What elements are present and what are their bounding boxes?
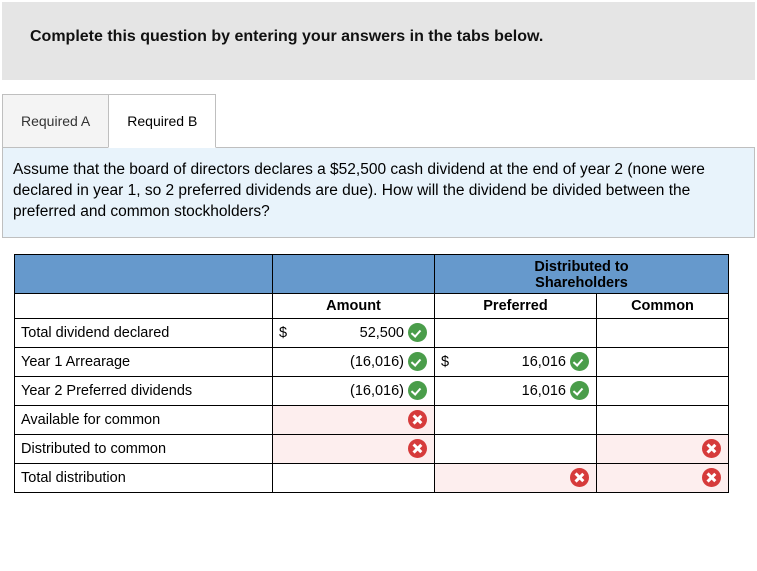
- cell-mark: [570, 468, 590, 488]
- check-icon: [408, 381, 427, 400]
- row-label: Distributed to common: [15, 434, 273, 463]
- row-label: Total dividend declared: [15, 318, 273, 347]
- cell-mark: [408, 381, 428, 401]
- question-prompt: Assume that the board of directors decla…: [2, 147, 755, 238]
- header-distributed: Distributed to Shareholders: [435, 254, 729, 293]
- tab-required-a[interactable]: Required A: [2, 94, 109, 148]
- header-blank-amount: [273, 254, 435, 293]
- cell-common-4[interactable]: [597, 434, 729, 463]
- cell-common-5[interactable]: [597, 463, 729, 492]
- cell-common-0[interactable]: [597, 318, 729, 347]
- row-label: Total distribution: [15, 463, 273, 492]
- answer-table: Distributed to Shareholders Amount Prefe…: [14, 254, 729, 493]
- row-label: Year 1 Arrearage: [15, 347, 273, 376]
- cell-value: (16,016): [295, 383, 408, 399]
- x-icon: [408, 410, 427, 429]
- row-label: Available for common: [15, 405, 273, 434]
- cell-mark: [408, 352, 428, 372]
- cell-amount-0[interactable]: $52,500: [273, 318, 435, 347]
- cell-mark: [408, 323, 428, 343]
- cell-value: 16,016: [457, 383, 570, 399]
- table-row: Year 2 Preferred dividends (16,016) 16,016: [15, 376, 729, 405]
- cell-amount-5[interactable]: [273, 463, 435, 492]
- cell-preferred-1[interactable]: $16,016: [435, 347, 597, 376]
- cell-mark: [702, 439, 722, 459]
- cell-preferred-5[interactable]: [435, 463, 597, 492]
- cell-preferred-2[interactable]: 16,016: [435, 376, 597, 405]
- header-distributed-line2: Shareholders: [435, 275, 728, 291]
- cell-mark: [702, 468, 722, 488]
- cell-mark: [408, 439, 428, 459]
- header-blank: [15, 254, 273, 293]
- dollar-sign: $: [279, 325, 295, 341]
- cell-common-3[interactable]: [597, 405, 729, 434]
- tab-required-b-label: Required B: [127, 113, 197, 129]
- question-prompt-text: Assume that the board of directors decla…: [13, 161, 705, 220]
- row-label: Year 2 Preferred dividends: [15, 376, 273, 405]
- header-preferred: Preferred: [435, 293, 597, 318]
- table-row: Available for common: [15, 405, 729, 434]
- cell-common-2[interactable]: [597, 376, 729, 405]
- table-row: Total distribution: [15, 463, 729, 492]
- table-row: Distributed to common: [15, 434, 729, 463]
- tab-required-a-label: Required A: [21, 113, 90, 129]
- cell-amount-3[interactable]: [273, 405, 435, 434]
- cell-mark: [570, 381, 590, 401]
- header-row-label: [15, 293, 273, 318]
- instruction-banner: Complete this question by entering your …: [2, 2, 755, 80]
- cell-preferred-3[interactable]: [435, 405, 597, 434]
- x-icon: [702, 439, 721, 458]
- header-distributed-line1: Distributed to: [435, 259, 728, 275]
- cell-value: 52,500: [295, 325, 408, 341]
- answer-table-wrap: Distributed to Shareholders Amount Prefe…: [14, 254, 757, 493]
- cell-amount-1[interactable]: (16,016): [273, 347, 435, 376]
- cell-value: 16,016: [457, 354, 570, 370]
- check-icon: [570, 381, 589, 400]
- cell-amount-4[interactable]: [273, 434, 435, 463]
- cell-mark: [570, 352, 590, 372]
- tab-required-b[interactable]: Required B: [108, 94, 216, 148]
- cell-preferred-4[interactable]: [435, 434, 597, 463]
- header-amount: Amount: [273, 293, 435, 318]
- table-row: Total dividend declared$52,500: [15, 318, 729, 347]
- check-icon: [408, 352, 427, 371]
- cell-preferred-0[interactable]: [435, 318, 597, 347]
- cell-value: (16,016): [295, 354, 408, 370]
- check-icon: [570, 352, 589, 371]
- header-common: Common: [597, 293, 729, 318]
- table-row: Year 1 Arrearage (16,016) $16,016: [15, 347, 729, 376]
- x-icon: [702, 468, 721, 487]
- cell-common-1[interactable]: [597, 347, 729, 376]
- dollar-sign: $: [441, 354, 457, 370]
- instruction-text: Complete this question by entering your …: [30, 28, 543, 45]
- x-icon: [408, 439, 427, 458]
- cell-amount-2[interactable]: (16,016): [273, 376, 435, 405]
- check-icon: [408, 323, 427, 342]
- tabs: Required A Required B: [2, 94, 757, 148]
- cell-mark: [408, 410, 428, 430]
- x-icon: [570, 468, 589, 487]
